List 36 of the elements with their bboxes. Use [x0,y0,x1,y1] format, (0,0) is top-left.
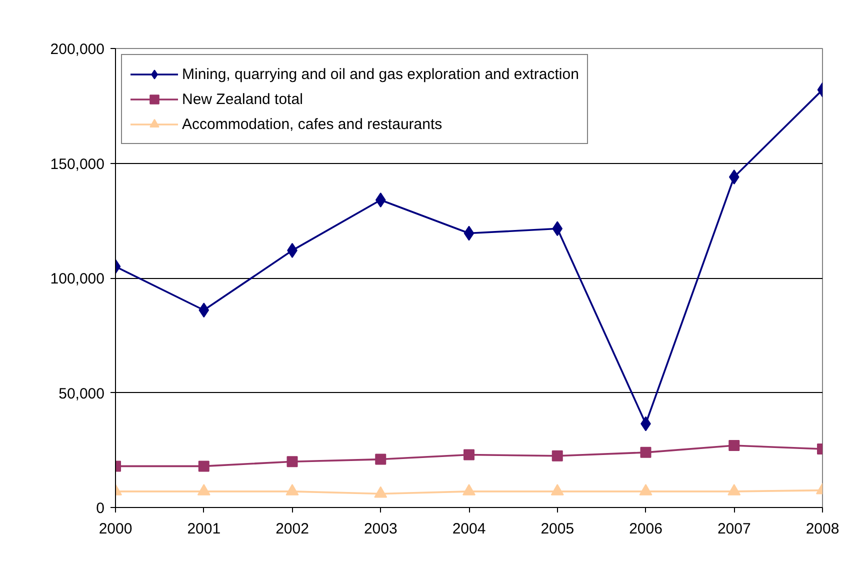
x-tick-label: 2008 [806,520,840,538]
x-tick-label: 2007 [717,520,751,538]
point [198,460,210,472]
point [197,484,210,496]
point [552,450,563,462]
point [639,484,652,496]
point [198,302,210,318]
point [462,484,476,496]
x-tick-label: 2004 [452,520,486,538]
point [640,446,652,458]
point [375,192,386,208]
x-tick-label: 2000 [98,520,132,538]
point [728,440,740,452]
x-tick-label: 2002 [276,520,309,538]
legend-label: Mining, quarrying and oil and gas exploration and extraction [182,66,579,82]
y-tick-label: 150,000 [50,156,105,173]
x-tick-label: 2006 [629,520,662,538]
legend-label: Accommodation, cafes and restaurants [182,116,442,132]
x-tick-label: 2003 [364,520,398,538]
y-tick-label: 50,000 [58,385,105,402]
point [464,449,474,460]
y-tick-label: 100,000 [50,270,105,288]
legend-label: New Zealand total [182,90,303,108]
x-tick-label: 2005 [540,520,574,538]
y-tick-label: 200,000 [50,41,105,58]
x-tick-label: 2001 [187,520,221,538]
point [286,456,298,468]
point [286,484,299,496]
y-tick-label: 0 [96,500,104,517]
point [552,221,563,236]
point [464,226,474,241]
point [374,486,388,498]
point [728,484,741,496]
point [375,454,386,465]
point [728,170,740,185]
point [550,484,564,496]
